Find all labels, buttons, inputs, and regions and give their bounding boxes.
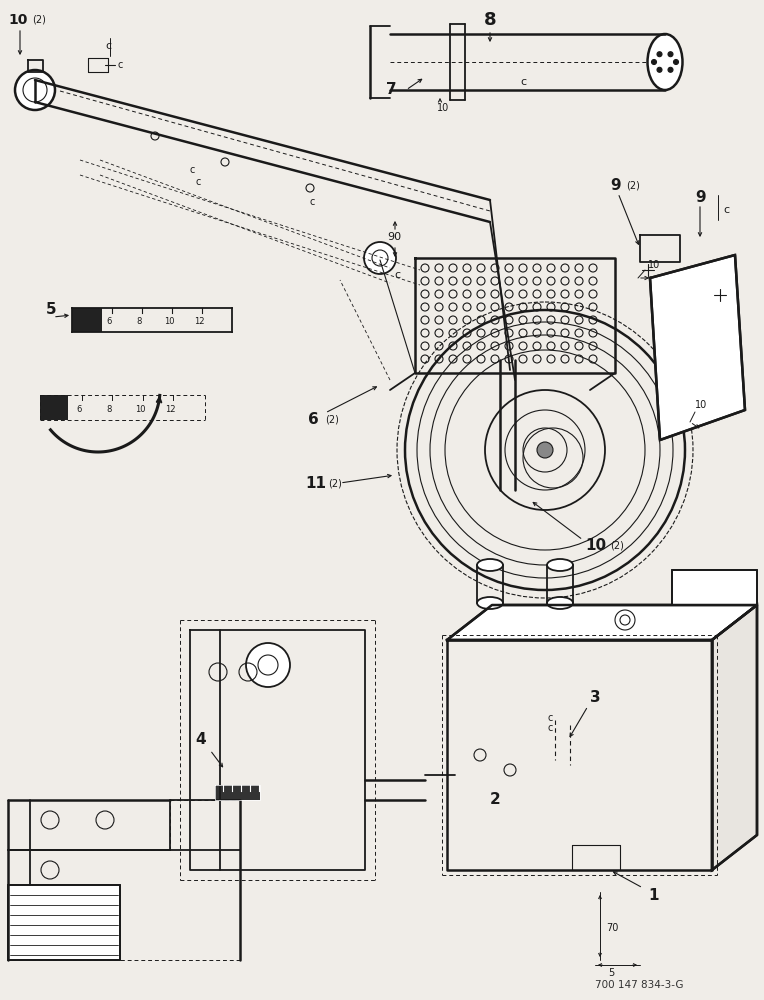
Text: 6: 6	[106, 318, 112, 326]
Circle shape	[537, 442, 553, 458]
Circle shape	[246, 643, 290, 687]
Text: 12: 12	[165, 404, 175, 414]
Polygon shape	[72, 308, 102, 332]
Text: 7: 7	[386, 83, 397, 98]
Ellipse shape	[547, 559, 573, 571]
Text: (2): (2)	[610, 540, 624, 550]
Text: 8: 8	[136, 318, 141, 326]
Text: 5: 5	[608, 968, 614, 978]
Ellipse shape	[477, 597, 503, 609]
Circle shape	[364, 242, 396, 274]
Text: c: c	[394, 270, 400, 280]
Text: 5: 5	[46, 302, 57, 318]
Polygon shape	[8, 885, 120, 960]
Text: c: c	[195, 177, 200, 187]
Text: 8: 8	[106, 404, 112, 414]
Text: (2): (2)	[328, 478, 342, 488]
Text: 1: 1	[648, 888, 659, 902]
Text: c: c	[105, 41, 111, 51]
Circle shape	[657, 52, 662, 57]
Text: c: c	[548, 713, 553, 723]
Text: 9: 9	[695, 190, 706, 205]
Text: 10: 10	[437, 103, 449, 113]
Text: 700 147 834-3-G: 700 147 834-3-G	[595, 980, 684, 990]
Polygon shape	[40, 395, 68, 420]
Text: c: c	[520, 77, 526, 87]
Circle shape	[657, 67, 662, 72]
Text: (2): (2)	[626, 180, 640, 190]
Circle shape	[674, 60, 678, 64]
Text: 70: 70	[606, 923, 618, 933]
Text: (2): (2)	[325, 415, 339, 425]
Circle shape	[652, 60, 656, 64]
Text: 6: 6	[308, 412, 319, 428]
Text: 10: 10	[648, 260, 660, 270]
Text: 10: 10	[134, 404, 145, 414]
Polygon shape	[712, 605, 757, 870]
Text: 12: 12	[194, 318, 204, 326]
Text: 2: 2	[490, 792, 500, 808]
Circle shape	[668, 67, 673, 72]
Text: 3: 3	[590, 690, 601, 706]
Text: c: c	[723, 205, 729, 215]
Polygon shape	[650, 255, 745, 440]
Text: 10: 10	[8, 13, 28, 27]
Polygon shape	[447, 605, 757, 640]
Text: c: c	[548, 723, 553, 733]
Circle shape	[15, 70, 55, 110]
Circle shape	[668, 52, 673, 57]
Circle shape	[615, 610, 635, 630]
Text: c: c	[117, 60, 122, 70]
Text: 10: 10	[585, 538, 606, 552]
Ellipse shape	[547, 597, 573, 609]
Polygon shape	[672, 570, 757, 605]
Ellipse shape	[648, 34, 682, 90]
Text: c: c	[190, 165, 196, 175]
Text: 90: 90	[387, 232, 401, 242]
Text: c: c	[310, 197, 316, 207]
Text: 11: 11	[305, 476, 326, 490]
Text: 4: 4	[195, 732, 206, 748]
Polygon shape	[215, 785, 260, 800]
Text: 6: 6	[76, 404, 82, 414]
Text: 10: 10	[163, 318, 174, 326]
Ellipse shape	[477, 559, 503, 571]
Text: (2): (2)	[32, 15, 46, 25]
Text: 8: 8	[484, 11, 497, 29]
Text: 9: 9	[610, 178, 620, 192]
Text: 10: 10	[695, 400, 707, 410]
